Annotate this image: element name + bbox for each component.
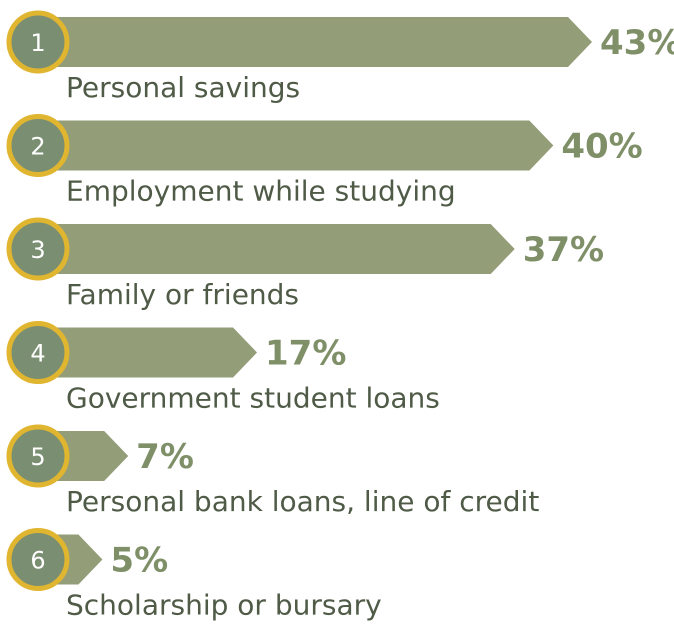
rank-circle [6, 217, 70, 281]
category-label: Government student loans [66, 382, 440, 415]
value-label: 7% [136, 437, 194, 477]
bar-row: 3 37% Family or friends [6, 217, 604, 311]
bar [38, 327, 258, 378]
rank-label: 4 [30, 340, 45, 368]
value-label: 37% [523, 230, 604, 270]
category-label: Scholarship or bursary [66, 589, 382, 622]
category-label: Personal bank loans, line of credit [66, 485, 539, 518]
value-label: 17% [265, 334, 346, 374]
rank-circle [6, 424, 70, 488]
bar [38, 224, 515, 274]
rank-label: 6 [30, 547, 45, 575]
category-label: Family or friends [66, 278, 299, 311]
rank-circle [6, 114, 70, 177]
bar-row: 2 40% Employment while studying [6, 114, 643, 208]
bar-row: 5 7% Personal bank loans, line of credit [6, 424, 539, 518]
bar [38, 120, 554, 171]
category-label: Employment while studying [66, 175, 456, 208]
bar-row: 4 17% Government student loans [6, 321, 440, 415]
rank-label: 1 [30, 29, 45, 57]
rank-circle [6, 321, 70, 384]
bar-row: 1 43% Personal savings [6, 10, 674, 104]
bar-row: 6 5% Scholarship or bursary [6, 528, 382, 622]
rank-circle [6, 10, 70, 74]
rank-label: 3 [30, 236, 45, 264]
rank-circle [6, 528, 70, 591]
bar [38, 17, 592, 67]
rank-label: 2 [30, 133, 45, 161]
rank-label: 5 [30, 443, 45, 471]
value-label: 40% [561, 127, 642, 167]
category-label: Personal savings [66, 71, 300, 104]
value-label: 43% [600, 23, 674, 63]
value-label: 5% [110, 541, 168, 581]
